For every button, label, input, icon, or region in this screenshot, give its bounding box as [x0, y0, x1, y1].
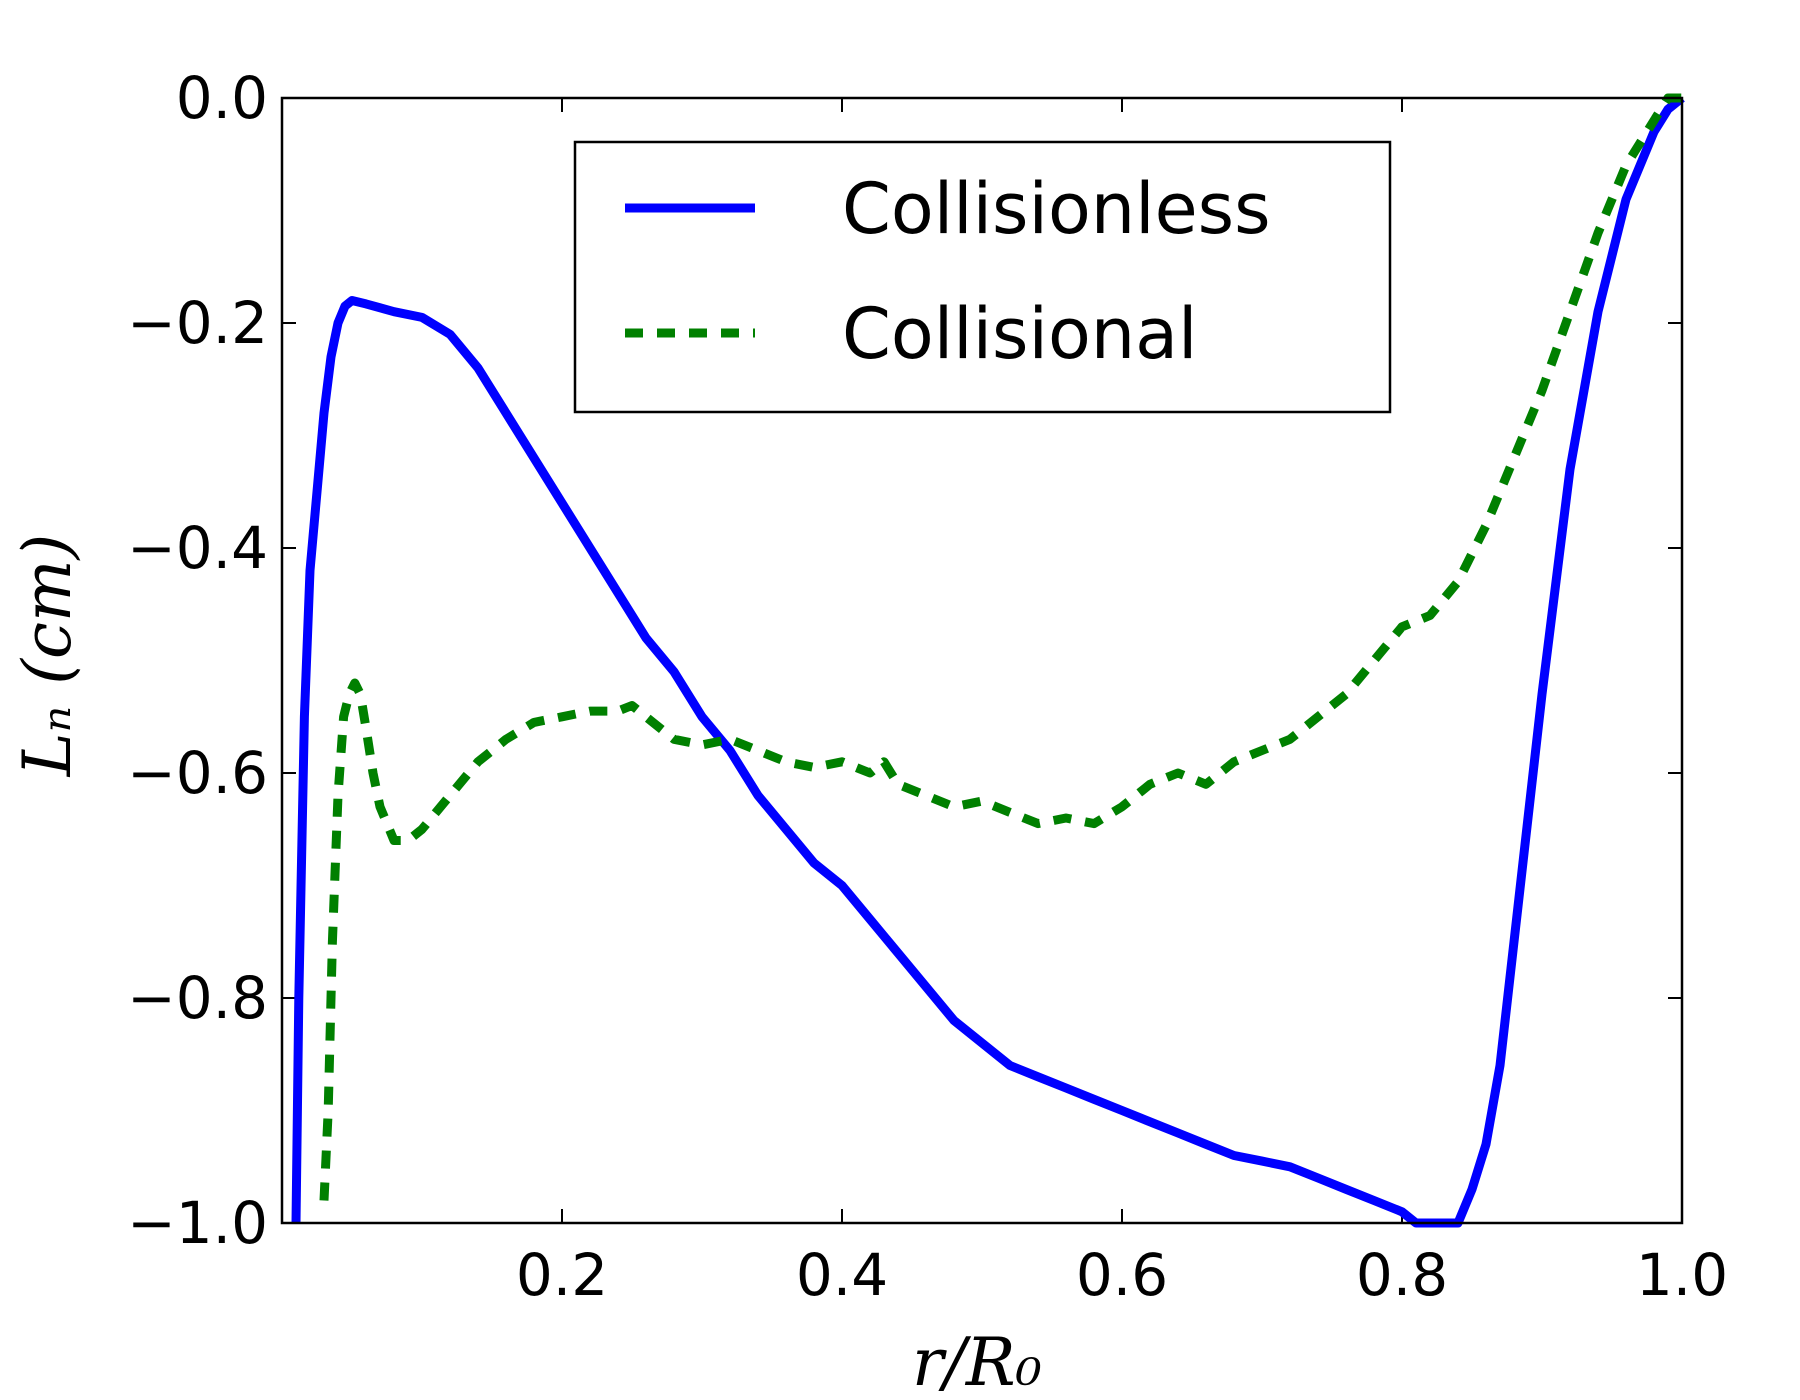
y-tick-label: −0.6	[127, 739, 268, 807]
x-tick-label: 0.6	[1076, 1241, 1168, 1309]
x-tick-label: 1.0	[1636, 1241, 1728, 1309]
y-tick-label: −0.8	[127, 964, 268, 1032]
x-axis-label: r/R₀	[912, 1324, 1042, 1400]
y-tick-label: −0.2	[127, 289, 268, 357]
legend: Collisionless Collisional	[573, 140, 1392, 414]
y-tick-label: −1.0	[127, 1189, 268, 1257]
legend-label-collisional: Collisional	[842, 293, 1198, 375]
x-tick-label: 0.2	[516, 1241, 608, 1309]
legend-label-collisionless: Collisionless	[842, 168, 1271, 250]
series-lines	[291, 93, 1685, 1228]
x-tick-label: 0.4	[796, 1241, 888, 1309]
y-tick-label: 0.0	[176, 64, 268, 132]
y-axis-label: Lₙ (cm)	[9, 534, 86, 778]
tick-labels: 0.2 0.4 0.6 0.8 1.0 0.0 −0.2 −0.4 −0.6 −0.8 −1.0	[127, 64, 1728, 1309]
plot-frame	[280, 96, 1684, 1225]
y-tick-label: −0.4	[127, 514, 268, 582]
x-tick-label: 0.8	[1356, 1241, 1448, 1309]
series-line-collisionless	[291, 94, 1685, 1228]
legend-box	[573, 140, 1392, 414]
